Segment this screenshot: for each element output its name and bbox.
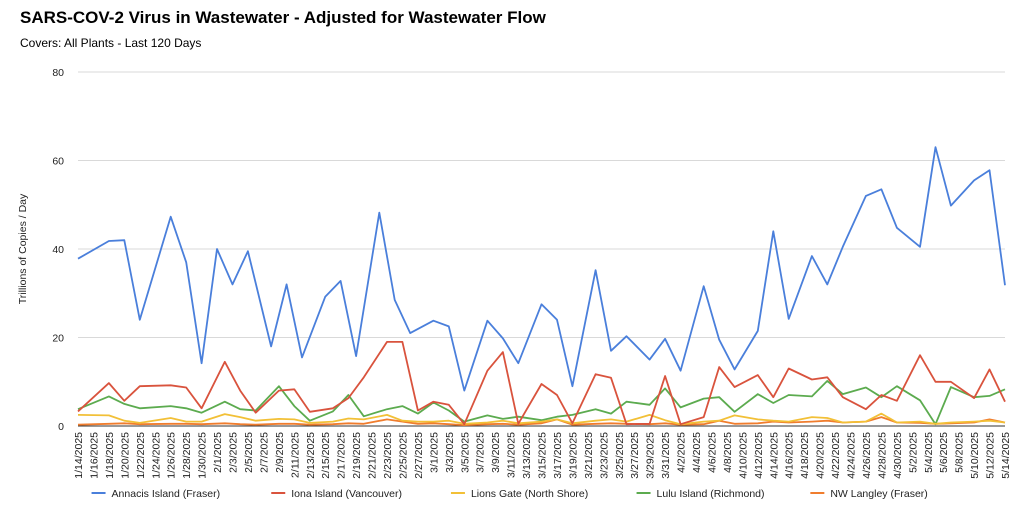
x-tick-label: 4/8/2025 — [722, 432, 734, 473]
x-tick-label: 3/1/2025 — [428, 432, 440, 473]
y-tick-label: 20 — [52, 333, 64, 345]
x-tick-label: 5/8/2025 — [954, 432, 966, 473]
x-tick-label: 3/27/2025 — [629, 432, 641, 479]
x-tick-label: 2/13/2025 — [305, 432, 317, 479]
series-line — [77, 146, 1006, 392]
x-tick-label: 1/14/2025 — [73, 432, 85, 479]
x-tick-label: 2/23/2025 — [382, 432, 394, 479]
x-tick-label: 3/9/2025 — [490, 432, 502, 473]
legend-label: Iona Island (Vancouver) — [291, 488, 402, 500]
legend-label: NW Langley (Fraser) — [830, 488, 927, 500]
x-tick-label: 5/4/2025 — [923, 432, 935, 473]
series-line — [77, 379, 1006, 426]
x-tick-label: 1/18/2025 — [104, 432, 116, 479]
y-tick-label: 0 — [58, 421, 64, 433]
x-tick-label: 1/28/2025 — [181, 432, 193, 479]
x-tick-label: 2/11/2025 — [289, 432, 301, 478]
series-line — [77, 412, 1006, 426]
x-tick-label: 3/11/2025 — [506, 432, 518, 478]
x-tick-label: 2/9/2025 — [274, 432, 286, 473]
x-tick-label: 3/31/2025 — [660, 432, 672, 479]
legend-label: Annacis Island (Fraser) — [112, 488, 221, 500]
x-tick-label: 3/25/2025 — [614, 432, 626, 479]
x-tick-label: 3/7/2025 — [475, 432, 487, 473]
chart-title: SARS-COV-2 Virus in Wastewater - Adjuste… — [20, 8, 546, 27]
x-tick-label: 3/13/2025 — [521, 432, 533, 479]
legend-label: Lulu Island (Richmond) — [657, 488, 765, 500]
x-tick-label: 3/5/2025 — [459, 432, 471, 473]
x-tick-label: 2/19/2025 — [351, 432, 363, 479]
x-tick-label: 5/14/2025 — [1000, 432, 1012, 479]
x-tick-label: 4/24/2025 — [846, 432, 858, 479]
x-tick-label: 3/17/2025 — [552, 432, 564, 479]
x-tick-label: 2/5/2025 — [243, 432, 255, 473]
x-tick-label: 5/6/2025 — [938, 432, 950, 473]
x-tick-label: 4/22/2025 — [830, 432, 842, 479]
x-tick-label: 5/2/2025 — [907, 432, 919, 473]
legend-label: Lions Gate (North Shore) — [471, 488, 588, 500]
x-tick-label: 3/19/2025 — [567, 432, 579, 479]
x-tick-label: 1/16/2025 — [88, 432, 100, 479]
x-tick-label: 4/28/2025 — [876, 432, 888, 479]
x-tick-label: 5/12/2025 — [985, 432, 997, 479]
x-tick-label: 4/18/2025 — [799, 432, 811, 479]
x-tick-label: 2/15/2025 — [320, 432, 332, 479]
x-tick-label: 2/25/2025 — [397, 432, 409, 479]
x-tick-label: 4/30/2025 — [892, 432, 904, 479]
x-tick-label: 2/21/2025 — [367, 432, 379, 479]
x-tick-label: 4/20/2025 — [815, 432, 827, 479]
x-tick-label: 2/7/2025 — [258, 432, 270, 473]
x-tick-label: 2/3/2025 — [228, 432, 240, 473]
x-tick-label: 1/30/2025 — [197, 432, 209, 479]
x-tick-label: 3/21/2025 — [583, 432, 595, 479]
x-tick-label: 3/29/2025 — [645, 432, 657, 479]
y-tick-label: 40 — [52, 244, 64, 256]
x-tick-label: 3/23/2025 — [598, 432, 610, 479]
x-tick-label: 1/20/2025 — [119, 432, 131, 479]
series-line — [77, 340, 1006, 426]
x-tick-label: 4/14/2025 — [768, 432, 780, 479]
x-tick-label: 3/15/2025 — [537, 432, 549, 479]
x-tick-label: 3/3/2025 — [444, 432, 456, 473]
x-tick-label: 4/12/2025 — [753, 432, 765, 479]
x-tick-label: 4/6/2025 — [706, 432, 718, 473]
x-tick-label: 2/17/2025 — [336, 432, 348, 479]
x-tick-label: 1/26/2025 — [166, 432, 178, 479]
x-tick-label: 4/16/2025 — [784, 432, 796, 479]
x-tick-label: 4/2/2025 — [676, 432, 688, 473]
x-tick-label: 1/22/2025 — [135, 432, 147, 479]
x-tick-label: 5/10/2025 — [969, 432, 981, 479]
y-axis-label: Trillions of Copies / Day — [17, 193, 29, 304]
x-tick-label: 4/26/2025 — [861, 432, 873, 479]
y-tick-label: 60 — [52, 156, 64, 168]
x-tick-label: 4/10/2025 — [737, 432, 749, 479]
chart-subtitle: Covers: All Plants - Last 120 Days — [20, 36, 202, 50]
x-tick-label: 4/4/2025 — [691, 432, 703, 473]
y-tick-label: 80 — [52, 67, 64, 79]
x-tick-label: 2/1/2025 — [212, 432, 224, 473]
x-tick-label: 1/24/2025 — [150, 432, 162, 479]
x-tick-label: 2/27/2025 — [413, 432, 425, 479]
